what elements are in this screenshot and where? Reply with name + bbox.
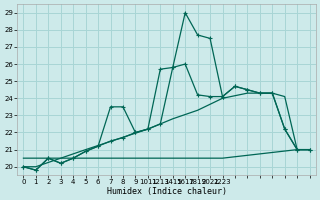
X-axis label: Humidex (Indice chaleur): Humidex (Indice chaleur) bbox=[107, 187, 227, 196]
